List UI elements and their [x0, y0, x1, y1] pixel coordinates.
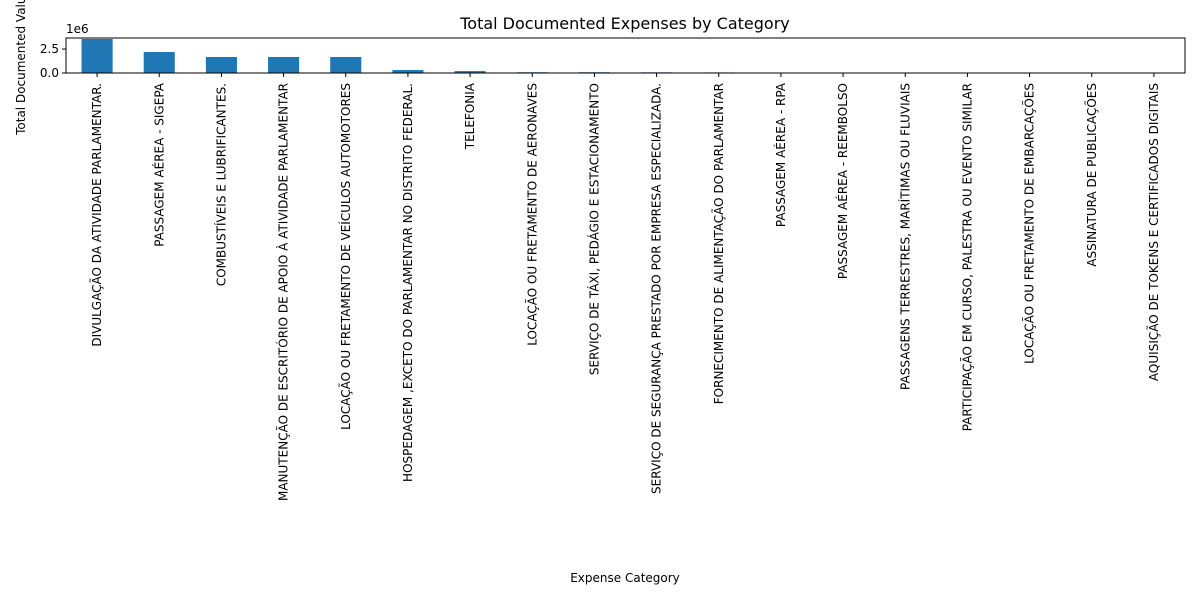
x-tick-label: PASSAGENS TERRESTRES, MARÍTIMAS OU FLUVI…	[897, 83, 912, 390]
x-tick-label: FORNECIMENTO DE ALIMENTAÇÃO DO PARLAMENT…	[711, 83, 726, 404]
x-tick-label: TELEFONIA	[463, 82, 477, 150]
x-tick-label: SERVIÇO DE SEGURANÇA PRESTADO POR EMPRES…	[650, 83, 664, 494]
x-tick-label: ASSINATURA DE PUBLICAÇÕES	[1084, 83, 1099, 267]
x-tick-label: LOCAÇÃO OU FRETAMENTO DE AERONAVES	[524, 83, 539, 346]
plot-frame	[65, 37, 1186, 74]
y-offset-label: 1e6	[66, 22, 89, 36]
x-tick-label: SERVIÇO DE TÁXI, PEDÁGIO E ESTACIONAMENT…	[586, 83, 601, 375]
bar	[392, 70, 424, 73]
x-tick-label: HOSPEDAGEM ,EXCETO DO PARLAMENTAR NO DIS…	[401, 83, 415, 482]
x-tick-label: AQUISIÇÃO DE TOKENS E CERTIFICADOS DIGIT…	[1146, 83, 1161, 381]
x-tick-label: PASSAGEM AÉREA - RPA	[773, 82, 788, 227]
bar	[205, 56, 237, 73]
x-tick-label: LOCAÇÃO OU FRETAMENTO DE EMBARCAÇÕES	[1022, 83, 1037, 364]
x-tick-label: PASSAGEM AÉREA - REEMBOLSO	[835, 83, 850, 279]
x-tick-label: COMBUSTÍVEIS E LUBRIFICANTES.	[213, 83, 228, 286]
chart-title: Total Documented Expenses by Category	[459, 14, 790, 33]
x-tick-label: PARTICIPAÇÃO EM CURSO, PALESTRA OU EVENT…	[959, 83, 974, 431]
x-tick-label: MANUTENÇÃO DE ESCRITÓRIO DE APOIO À ATIV…	[276, 83, 291, 501]
x-tick-label: PASSAGEM AÉREA - SIGEPA	[151, 82, 166, 247]
bar	[268, 56, 300, 73]
bar	[81, 38, 113, 73]
bar	[454, 71, 486, 73]
bar	[330, 56, 362, 73]
x-tick-label: LOCAÇÃO OU FRETAMENTO DE VEÍCULOS AUTOMO…	[338, 83, 353, 430]
bar	[143, 52, 175, 73]
y-tick-label: 0.0	[40, 66, 59, 80]
y-axis-label: Total Documented Value	[14, 0, 28, 136]
y-tick-label: 2.5	[40, 42, 59, 56]
x-tick-label: DIVULGAÇÃO DA ATIVIDADE PARLAMENTAR.	[89, 83, 104, 347]
x-axis-label: Expense Category	[570, 571, 680, 585]
